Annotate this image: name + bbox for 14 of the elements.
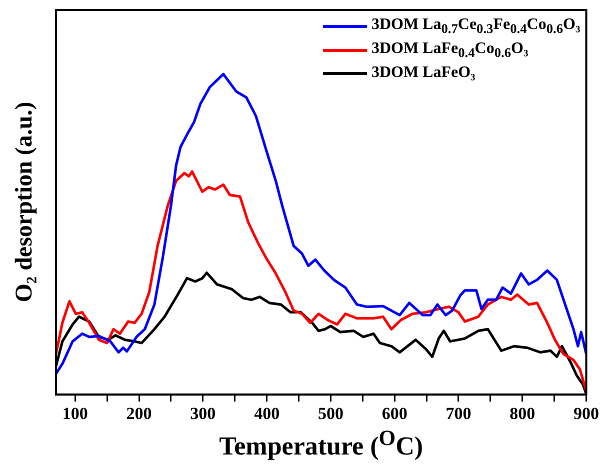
x-tick-label: 100 bbox=[62, 404, 88, 424]
x-tick-label: 700 bbox=[446, 404, 472, 424]
x-tick-label: 500 bbox=[318, 404, 344, 424]
x-axis-title: Temperature ($^{O}$C) bbox=[218, 426, 424, 462]
x-tick-label: 800 bbox=[510, 404, 536, 424]
text: 3DOM La$_{0.7}$Ce$_{0.3}$Fe$_{0.4}$Co$_{0.6}$O₃ bbox=[371, 16, 580, 36]
legend-label: 3DOM LaFeO₃ bbox=[371, 64, 476, 82]
x-tick-label: 900 bbox=[574, 404, 599, 424]
x-tick-label: 400 bbox=[254, 404, 280, 424]
x-tick-label: 300 bbox=[190, 404, 216, 424]
x-tick-label: 200 bbox=[126, 404, 152, 424]
y-axis-title: O₂ desorption (a.u.) bbox=[12, 102, 38, 303]
x-tick-label: 600 bbox=[382, 404, 408, 424]
legend-label: 3DOM LaFe$_{0.4}$Co$_{0.6}$O₃ bbox=[371, 40, 528, 62]
